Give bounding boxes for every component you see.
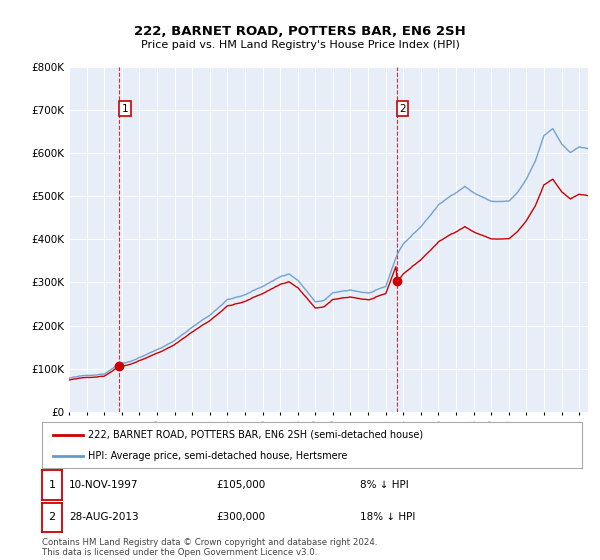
Text: 1: 1 — [49, 480, 55, 490]
Text: 10-NOV-1997: 10-NOV-1997 — [69, 480, 139, 490]
Text: HPI: Average price, semi-detached house, Hertsmere: HPI: Average price, semi-detached house,… — [88, 451, 347, 461]
Text: 2: 2 — [399, 104, 406, 114]
Text: 28-AUG-2013: 28-AUG-2013 — [69, 512, 139, 522]
Text: 1: 1 — [121, 104, 128, 114]
Text: 222, BARNET ROAD, POTTERS BAR, EN6 2SH: 222, BARNET ROAD, POTTERS BAR, EN6 2SH — [134, 25, 466, 38]
Text: £105,000: £105,000 — [216, 480, 265, 490]
Text: Price paid vs. HM Land Registry's House Price Index (HPI): Price paid vs. HM Land Registry's House … — [140, 40, 460, 50]
Text: £300,000: £300,000 — [216, 512, 265, 522]
Text: Contains HM Land Registry data © Crown copyright and database right 2024.
This d: Contains HM Land Registry data © Crown c… — [42, 538, 377, 557]
Text: 8% ↓ HPI: 8% ↓ HPI — [360, 480, 409, 490]
Text: 18% ↓ HPI: 18% ↓ HPI — [360, 512, 415, 522]
Text: 222, BARNET ROAD, POTTERS BAR, EN6 2SH (semi-detached house): 222, BARNET ROAD, POTTERS BAR, EN6 2SH (… — [88, 430, 423, 440]
Text: 2: 2 — [49, 512, 55, 522]
